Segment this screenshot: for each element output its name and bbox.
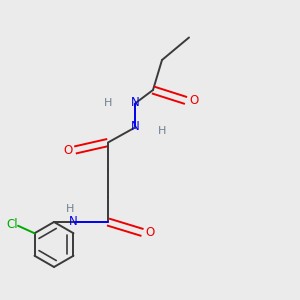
Text: O: O — [146, 226, 154, 239]
Text: N: N — [69, 214, 78, 228]
Text: H: H — [158, 125, 166, 136]
Text: N: N — [130, 96, 140, 109]
Text: H: H — [66, 203, 75, 214]
Text: N: N — [130, 120, 140, 133]
Text: O: O — [63, 143, 72, 157]
Text: H: H — [104, 98, 112, 109]
Text: O: O — [189, 94, 198, 107]
Text: Cl: Cl — [7, 218, 18, 231]
